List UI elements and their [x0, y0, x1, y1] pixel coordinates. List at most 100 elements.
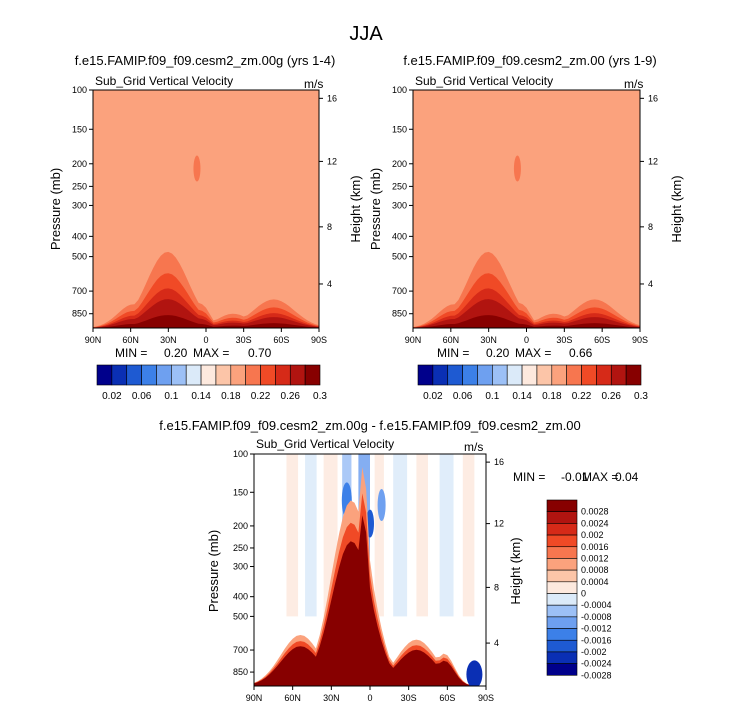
variable-label: Sub_Grid Vertical Velocity — [415, 74, 553, 88]
x-tick-label: 60N — [443, 335, 460, 345]
colorbar-label: -0.0016 — [581, 635, 612, 645]
min-label: MIN = — [437, 346, 469, 360]
contour-blob — [377, 489, 386, 522]
y2-tick-label: 16 — [327, 93, 337, 103]
colorbar-box — [546, 499, 578, 512]
y2-tick-label: 4 — [494, 638, 499, 648]
plot-area: 90N 60N 30N 0 30S 60S 90S 100 150 200 250 300 400 500… — [392, 85, 658, 345]
contour-fill — [413, 90, 640, 328]
contour-band — [413, 315, 640, 328]
colorbar-box — [200, 364, 217, 386]
max-value: 0.66 — [569, 346, 593, 360]
colorbar-label: -0.0028 — [581, 670, 612, 680]
colorbar-box — [447, 364, 463, 386]
colorbar-label: 0.18 — [542, 391, 562, 402]
colorbar-box — [596, 364, 612, 386]
x-tick-label: 60S — [273, 335, 289, 345]
colorbar-label: 0.3 — [634, 391, 648, 402]
y2-tick-label: 16 — [648, 93, 658, 103]
x-tick-label: 30S — [236, 335, 252, 345]
contour-background — [93, 90, 319, 328]
colorbar-box — [546, 546, 578, 559]
plot-area: 90N 60N 30N 0 30S 60S 90S 100 150 200 250 300 400 500… — [233, 449, 504, 703]
y-tick-label: 100 — [72, 85, 87, 95]
y-tick-label: 300 — [233, 562, 248, 572]
colorbar-box — [546, 628, 578, 641]
contour-streak — [286, 454, 299, 617]
y2-axis-label: Height (km) — [508, 537, 523, 604]
colorbar-box — [506, 364, 523, 386]
colorbar: 0.02 0.06 0.1 0.14 0.18 0.22 0.26 0.3 — [417, 364, 648, 402]
colorbar-label: 0.18 — [221, 391, 241, 402]
colorbar-box — [141, 364, 157, 386]
y-tick-label: 200 — [72, 159, 87, 169]
colorbar-box — [156, 364, 172, 386]
colorbar-label: 0.0024 — [581, 518, 609, 528]
colorbar-box — [546, 569, 578, 583]
contour-streak — [305, 454, 317, 617]
min-value: -0.01 — [561, 470, 589, 484]
y2-tick-label: 8 — [494, 582, 499, 592]
plot-area: 90N 60N 30N 0 30S 60S 90S 100 150 200 250 300 400 500… — [72, 85, 337, 345]
y2-tick-label: 12 — [494, 519, 504, 529]
colorbar-box — [546, 511, 578, 524]
colorbar-box — [462, 364, 478, 386]
colorbar-box — [546, 593, 578, 606]
colorbar-label: 0.002 — [581, 530, 604, 540]
panel-top-right: f.e15.FAMIP.f09_f09.cesm2_zm.00 (yrs 1-9… — [368, 53, 684, 402]
plot-frame — [412, 89, 641, 329]
colorbar-box — [245, 364, 261, 386]
colorbar-box — [546, 663, 578, 676]
colorbar-box — [171, 364, 187, 386]
min-label: MIN = — [513, 470, 545, 484]
y2-tick-label: 16 — [494, 457, 504, 467]
y-tick-label: 700 — [72, 286, 87, 296]
plot-frame — [253, 453, 487, 687]
contour-blob — [466, 660, 483, 686]
y2-tick-label: 8 — [327, 222, 332, 232]
colorbar-label: 0.26 — [602, 391, 622, 402]
colorbar-label: 0.0028 — [581, 507, 609, 517]
contour-background — [413, 90, 640, 328]
y-tick-label: 850 — [233, 667, 248, 677]
y-tick-label: 150 — [392, 124, 407, 134]
colorbar-label: -0.002 — [581, 647, 607, 657]
colorbar-label: 0.3 — [313, 391, 327, 402]
y2-tick-label: 12 — [648, 156, 658, 166]
x-tick-label: 90S — [311, 335, 327, 345]
y-tick-label: 100 — [392, 85, 407, 95]
colorbar-box — [126, 364, 142, 386]
colorbar-label: 0.0016 — [581, 542, 609, 552]
y-tick-label: 200 — [233, 521, 248, 531]
colorbar-box — [96, 364, 113, 386]
y-tick-label: 250 — [392, 181, 407, 191]
contour-fill — [254, 454, 486, 686]
y-tick-label: 700 — [233, 645, 248, 655]
max-label: MAX = — [582, 470, 618, 484]
y-tick-label: 700 — [392, 286, 407, 296]
x-tick-label: 90N — [246, 693, 263, 703]
variable-label: Sub_Grid Vertical Velocity — [256, 437, 394, 451]
colorbar-box — [546, 639, 578, 653]
colorbar-label: -0.0008 — [581, 612, 612, 622]
x-tick-label: 0 — [367, 693, 372, 703]
colorbar: 0.02 0.06 0.1 0.14 0.18 0.22 0.26 0.3 — [96, 364, 327, 402]
y-tick-label: 250 — [233, 543, 248, 553]
colorbar-box — [215, 364, 232, 386]
units-label: m/s — [464, 440, 483, 454]
colorbar-label: 0.22 — [572, 391, 592, 402]
plot-frame — [92, 89, 320, 329]
y-tick-label: 500 — [392, 252, 407, 262]
x-tick-label: 90S — [632, 335, 648, 345]
colorbar-label: 0 — [581, 589, 586, 599]
panel-title: f.e15.FAMIP.f09_f09.cesm2_zm.00g - f.e15… — [159, 418, 581, 433]
colorbar-label: 0.06 — [453, 391, 473, 402]
colorbar-label: -0.0004 — [581, 600, 612, 610]
panel-top-left: f.e15.FAMIP.f09_f09.cesm2_zm.00g (yrs 1-… — [48, 53, 363, 402]
colorbar-box — [417, 364, 434, 386]
colorbar-box — [185, 364, 202, 386]
contour-streak — [462, 454, 475, 617]
contour-blob — [513, 155, 521, 182]
colorbar-label: 0.06 — [132, 391, 152, 402]
